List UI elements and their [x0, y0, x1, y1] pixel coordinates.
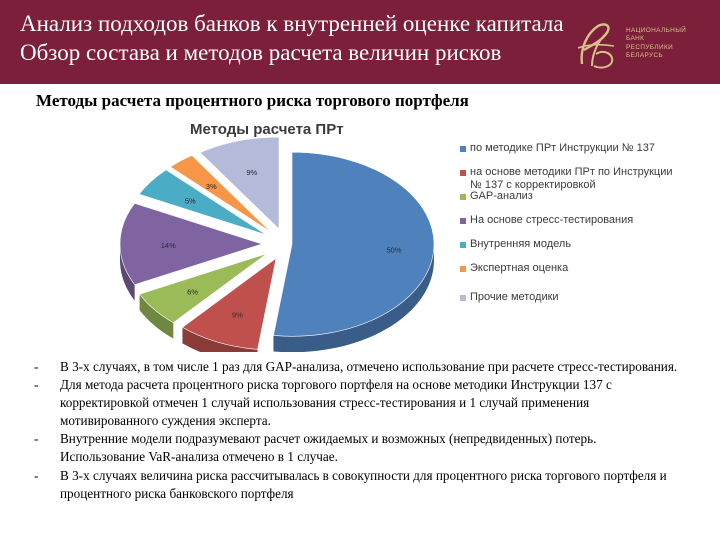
legend-swatch [460, 170, 466, 176]
note-text: Внутренние модели подразумевают расчет о… [60, 431, 597, 465]
pie-slice [273, 151, 435, 337]
note-item: - В 3-х случаях величина риска рассчитыв… [34, 467, 684, 503]
bank-name-line: РЕСПУБЛИКИ [626, 43, 674, 51]
pie-slice-side [139, 294, 174, 339]
note-item: - Для метода расчета процентного риска т… [34, 376, 684, 430]
slide-title-line-2: Обзор состава и методов расчета величин … [20, 40, 502, 65]
pie-slice [199, 136, 280, 230]
note-text: В 3-х случаях, в том числе 1 раз для GAP… [60, 359, 678, 374]
pie-slice-data-label: 3% [206, 182, 217, 191]
note-item: - В 3-х случаях, в том числе 1 раз для G… [34, 358, 684, 376]
legend-label: по методике ПРт Инструкции № 137 [470, 142, 655, 154]
note-text: Для метода расчета процентного риска тор… [60, 377, 612, 429]
bank-logo: НАЦИОНАЛЬНЫЙ БАНК РЕСПУБЛИКИ БЕЛАРУСЬ [568, 18, 708, 74]
legend-swatch [460, 194, 466, 200]
pie-slice-data-label: 9% [246, 168, 257, 177]
bullet-dash: - [34, 359, 39, 374]
bullet-dash: - [34, 431, 39, 447]
slide-title-line-1: Анализ подходов банков к внутренней оцен… [20, 11, 564, 36]
pie-slice [181, 257, 277, 350]
bullet-dash: - [34, 467, 39, 483]
pie-slice-side [273, 244, 434, 352]
legend-swatch [460, 266, 466, 272]
pie-slice-data-label: 9% [232, 311, 243, 320]
legend-label: Внутренняя модель [470, 238, 572, 250]
pie-slice-side [182, 327, 258, 352]
legend-swatch [460, 295, 466, 301]
pie-slice-data-label: 14% [161, 241, 176, 250]
legend-swatch [460, 242, 466, 248]
legend-label: Экспертная оценка [470, 262, 569, 274]
pie-chart-plot: 50% 9% 6% 14% 5% 3% 9% [119, 136, 435, 352]
pie-slice-data-label: 5% [185, 197, 196, 206]
legend-label: на основе методики ПРт по Инструкции № 1… [470, 166, 673, 191]
bank-monogram-icon [577, 23, 615, 69]
note-item: - Внутренние модели подразумевают расчет… [34, 430, 684, 466]
slide-header: Анализ подходов банков к внутренней оцен… [0, 0, 720, 84]
bank-name-line: БЕЛАРУСЬ [626, 52, 664, 60]
pie-slice-side [120, 244, 135, 301]
legend-label: Прочие методики [470, 291, 559, 303]
bank-name-line: НАЦИОНАЛЬНЫЙ [626, 27, 687, 34]
legend-label: На основе стресс-тестирования [470, 214, 634, 226]
legend-swatch [460, 218, 466, 224]
pie-slice [119, 202, 263, 286]
notes-list: - В 3-х случаях, в том числе 1 раз для G… [34, 358, 684, 503]
bullet-dash: - [34, 377, 39, 393]
legend-swatch [460, 146, 466, 152]
legend-label: GAP-анализ [470, 190, 533, 202]
pie-slice-data-label: 6% [187, 287, 198, 296]
pie-slice [139, 253, 268, 324]
pie-slice-data-label: 50% [387, 246, 402, 255]
chart-title: Методы расчета ПРт [190, 121, 344, 138]
pie-slice [138, 169, 267, 236]
bank-name: НАЦИОНАЛЬНЫЙ БАНК РЕСПУБЛИКИ БЕЛАРУСЬ [626, 27, 686, 61]
note-text: В 3-х случаях величина риска рассчитывал… [60, 467, 667, 501]
pie-slice [169, 155, 271, 233]
pie-chart: Методы расчета ПРт 50% 9% 6% 14% 5% 3% 9% по м… [86, 112, 690, 352]
bank-name-line: БАНК [626, 35, 645, 43]
section-subtitle: Методы расчета процентного риска торгово… [36, 91, 469, 110]
slide-title: Анализ подходов банков к внутренней оцен… [20, 9, 564, 67]
